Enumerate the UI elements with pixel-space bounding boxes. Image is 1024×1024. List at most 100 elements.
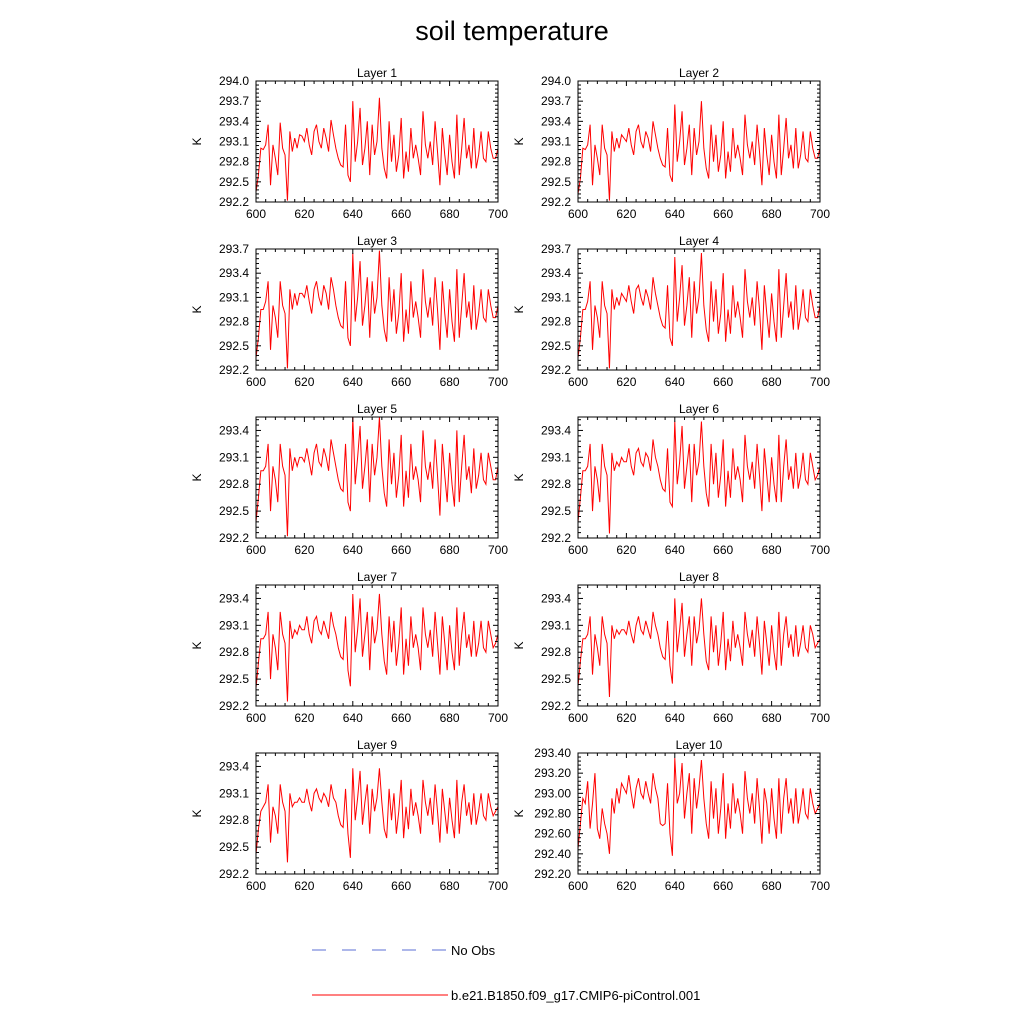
y-tick-label: 292.8	[219, 813, 249, 827]
panel-title: Layer 2	[679, 66, 719, 80]
y-axis-label: K	[512, 641, 526, 649]
x-tick-label: 640	[665, 711, 685, 725]
plot-frame	[255, 416, 499, 539]
plot-frame	[255, 752, 499, 875]
x-tick-label: 700	[810, 543, 830, 557]
x-tick-label: 600	[568, 879, 588, 893]
x-tick-label: 700	[488, 207, 508, 221]
y-axis-label: K	[512, 809, 526, 817]
y-axis-label: K	[190, 809, 204, 817]
x-tick-label: 640	[343, 207, 363, 221]
panel-layer-1: Layer 1 K 600 620 640 660 680 700 292.2 292.5 292.…	[190, 66, 508, 221]
panel-title: Layer 9	[357, 738, 397, 752]
y-tick-label: 293.1	[219, 135, 249, 149]
x-tick-label: 640	[343, 375, 363, 389]
x-tick-label: 680	[440, 207, 460, 221]
y-tick-label: 292.2	[541, 531, 571, 545]
y-tick-label: 292.5	[541, 672, 571, 686]
x-tick-label: 640	[343, 711, 363, 725]
panel-layer-4: Layer 4 K 600 620 640 660 680 700 292.2 292.5 292.…	[512, 234, 830, 389]
y-tick-label: 292.5	[219, 504, 249, 518]
y-tick-label: 292.5	[219, 840, 249, 854]
x-tick-label: 680	[440, 543, 460, 557]
panels: Layer 1 K 600 620 640 660 680 700 292.2 292.5 292.…	[190, 66, 830, 893]
x-tick-label: 640	[665, 879, 685, 893]
y-tick-label: 292.8	[541, 477, 571, 491]
plot-frame	[255, 248, 499, 371]
x-tick-label: 600	[246, 711, 266, 725]
x-tick-label: 620	[616, 543, 636, 557]
y-tick-label: 292.8	[219, 645, 249, 659]
y-axis-label: K	[512, 137, 526, 145]
y-tick-label: 292.2	[219, 363, 249, 377]
y-tick-label: 293.1	[219, 786, 249, 800]
plot-frame	[255, 584, 499, 707]
x-tick-label: 620	[294, 207, 314, 221]
y-tick-label: 292.8	[219, 155, 249, 169]
x-tick-label: 700	[810, 207, 830, 221]
y-tick-label: 292.5	[219, 175, 249, 189]
series-line	[255, 97, 499, 201]
y-tick-label: 293.40	[534, 746, 571, 760]
y-tick-label: 293.1	[541, 618, 571, 632]
x-tick-label: 700	[810, 375, 830, 389]
x-tick-label: 640	[665, 543, 685, 557]
y-tick-label: 293.4	[541, 114, 571, 128]
y-tick-label: 293.4	[219, 423, 249, 437]
y-axis-label: K	[190, 473, 204, 481]
x-tick-label: 700	[810, 879, 830, 893]
y-tick-label: 292.8	[219, 315, 249, 329]
x-tick-label: 660	[713, 543, 733, 557]
x-tick-label: 660	[713, 711, 733, 725]
x-tick-label: 600	[246, 207, 266, 221]
y-tick-label: 293.1	[219, 450, 249, 464]
x-tick-label: 600	[568, 543, 588, 557]
y-tick-label: 292.2	[219, 195, 249, 209]
y-tick-label: 292.2	[219, 867, 249, 881]
x-tick-label: 700	[488, 711, 508, 725]
x-tick-label: 660	[391, 879, 411, 893]
legend-model-label: b.e21.B1850.f09_g17.CMIP6-piControl.001	[451, 988, 700, 1003]
y-tick-label: 293.1	[219, 618, 249, 632]
x-tick-label: 700	[488, 375, 508, 389]
series-line	[577, 421, 821, 534]
y-tick-label: 292.40	[534, 847, 571, 861]
y-tick-label: 293.1	[541, 450, 571, 464]
panel-title: Layer 8	[679, 570, 719, 584]
y-tick-label: 292.5	[219, 339, 249, 353]
panel-title: Layer 3	[357, 234, 397, 248]
x-tick-label: 680	[762, 543, 782, 557]
panel-title: Layer 7	[357, 570, 397, 584]
panel-layer-10: Layer 10 K 600 620 640 660 680 700 292.20 292.40 2…	[512, 738, 830, 893]
x-tick-label: 660	[391, 207, 411, 221]
panel-title: Layer 6	[679, 402, 719, 416]
panel-layer-2: Layer 2 K 600 620 640 660 680 700 292.2 292.5 292.…	[512, 66, 830, 221]
y-tick-label: 292.8	[219, 477, 249, 491]
x-tick-label: 620	[616, 711, 636, 725]
y-tick-label: 292.60	[534, 827, 571, 841]
y-tick-label: 292.5	[541, 175, 571, 189]
x-tick-label: 660	[713, 207, 733, 221]
x-tick-label: 680	[762, 879, 782, 893]
x-tick-label: 680	[440, 711, 460, 725]
y-tick-label: 292.8	[541, 155, 571, 169]
x-tick-label: 640	[343, 543, 363, 557]
x-tick-label: 640	[665, 375, 685, 389]
y-tick-label: 292.5	[219, 672, 249, 686]
y-tick-label: 293.1	[541, 135, 571, 149]
y-tick-label: 293.4	[541, 266, 571, 280]
x-tick-label: 600	[568, 207, 588, 221]
y-tick-label: 292.5	[541, 339, 571, 353]
x-tick-label: 700	[488, 879, 508, 893]
series-line	[577, 101, 821, 201]
y-axis-label: K	[512, 473, 526, 481]
x-tick-label: 680	[440, 375, 460, 389]
y-tick-label: 292.2	[541, 699, 571, 713]
x-tick-label: 600	[246, 375, 266, 389]
panel-title: Layer 10	[676, 738, 723, 752]
plot-frame	[577, 584, 821, 707]
x-tick-label: 660	[391, 375, 411, 389]
y-tick-label: 293.20	[534, 766, 571, 780]
x-tick-label: 640	[343, 879, 363, 893]
panel-layer-3: Layer 3 K 600 620 640 660 680 700 292.2 292.5 292.…	[190, 234, 508, 389]
